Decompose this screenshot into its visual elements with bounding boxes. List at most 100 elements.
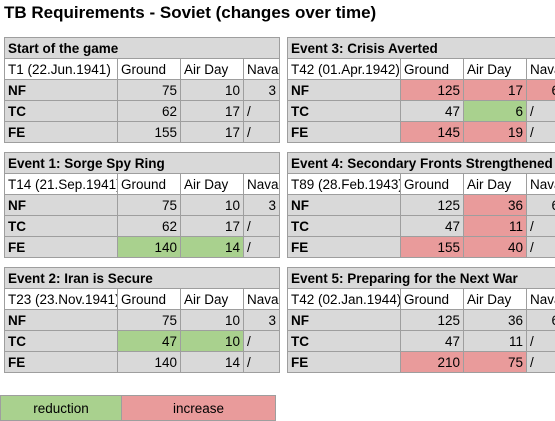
event-title: Event 5: Preparing for the Next War — [288, 268, 555, 289]
air-value: 10 — [181, 80, 244, 101]
header-naval: Naval — [527, 174, 555, 195]
air-value: 11 — [464, 331, 527, 352]
naval-value: 3 — [244, 195, 280, 216]
header-air: Air Day — [181, 59, 244, 80]
air-value: 36 — [464, 195, 527, 216]
header-naval: Naval — [244, 174, 280, 195]
air-value: 17 — [181, 216, 244, 237]
air-value: 14 — [181, 352, 244, 373]
naval-value: / — [527, 122, 555, 143]
row-label: NF — [5, 195, 118, 216]
naval-value: 3 — [244, 310, 280, 331]
naval-value: 6 — [527, 195, 555, 216]
row-label: FE — [288, 122, 401, 143]
ground-value: 62 — [118, 101, 181, 122]
row-label: TC — [5, 331, 118, 352]
row-label: FE — [5, 237, 118, 258]
header-naval: Naval — [527, 59, 555, 80]
air-value: 11 — [464, 216, 527, 237]
ground-value: 62 — [118, 216, 181, 237]
header-air: Air Day — [464, 59, 527, 80]
row-label: FE — [5, 122, 118, 143]
naval-value: / — [527, 101, 555, 122]
header-ground: Ground — [401, 289, 464, 310]
air-value: 36 — [464, 310, 527, 331]
legend-increase: increase — [122, 396, 276, 421]
air-value: 10 — [181, 195, 244, 216]
ground-value: 75 — [118, 310, 181, 331]
air-value: 10 — [181, 310, 244, 331]
row-label: TC — [288, 101, 401, 122]
naval-value: / — [244, 101, 280, 122]
air-value: 10 — [181, 331, 244, 352]
header-ground: Ground — [118, 289, 181, 310]
naval-value: / — [527, 331, 555, 352]
event-date: T42 (02.Jan.1944) — [288, 289, 401, 310]
air-value: 40 — [464, 237, 527, 258]
event-title: Event 1: Sorge Spy Ring — [5, 153, 280, 174]
ground-value: 140 — [118, 237, 181, 258]
naval-value: 6 — [527, 310, 555, 331]
row-label: NF — [5, 310, 118, 331]
legend-reduction: reduction — [1, 396, 122, 421]
header-naval: Naval — [527, 289, 555, 310]
naval-value: 3 — [244, 80, 280, 101]
event-date: T89 (28.Feb.1943) — [288, 174, 401, 195]
event-title: Start of the game — [5, 38, 280, 59]
naval-value: / — [527, 352, 555, 373]
ground-value: 125 — [401, 80, 464, 101]
naval-value: / — [244, 122, 280, 143]
naval-value: / — [244, 237, 280, 258]
row-label: NF — [288, 195, 401, 216]
table-row: NF125366 — [288, 310, 555, 331]
air-value: 17 — [464, 80, 527, 101]
ground-value: 155 — [118, 122, 181, 143]
row-label: TC — [288, 331, 401, 352]
event-date: T23 (23.Nov.1941) — [5, 289, 118, 310]
row-label: FE — [5, 352, 118, 373]
event-title: Event 4: Secondary Fronts Strengthened — [288, 153, 555, 174]
naval-value: / — [244, 216, 280, 237]
row-label: TC — [5, 101, 118, 122]
header-ground: Ground — [401, 59, 464, 80]
table-row: NF125366 — [288, 195, 555, 216]
naval-value: / — [527, 216, 555, 237]
air-value: 6 — [464, 101, 527, 122]
row-label: NF — [288, 310, 401, 331]
event-date: T14 (21.Sep.1941) — [5, 174, 118, 195]
header-air: Air Day — [181, 174, 244, 195]
ground-value: 47 — [401, 216, 464, 237]
row-label: NF — [5, 80, 118, 101]
event-date: T1 (22.Jun.1941) — [5, 59, 118, 80]
ground-value: 47 — [401, 101, 464, 122]
naval-value: / — [244, 352, 280, 373]
header-ground: Ground — [118, 174, 181, 195]
ground-value: 47 — [401, 331, 464, 352]
ground-value: 125 — [401, 195, 464, 216]
ground-value: 47 — [118, 331, 181, 352]
ground-value: 155 — [401, 237, 464, 258]
header-air: Air Day — [464, 289, 527, 310]
header-ground: Ground — [401, 174, 464, 195]
event-title: Event 2: Iran is Secure — [5, 268, 280, 289]
table-row: NF125176 — [288, 80, 555, 101]
ground-value: 140 — [118, 352, 181, 373]
row-label: TC — [5, 216, 118, 237]
ground-value: 75 — [118, 80, 181, 101]
header-ground: Ground — [118, 59, 181, 80]
